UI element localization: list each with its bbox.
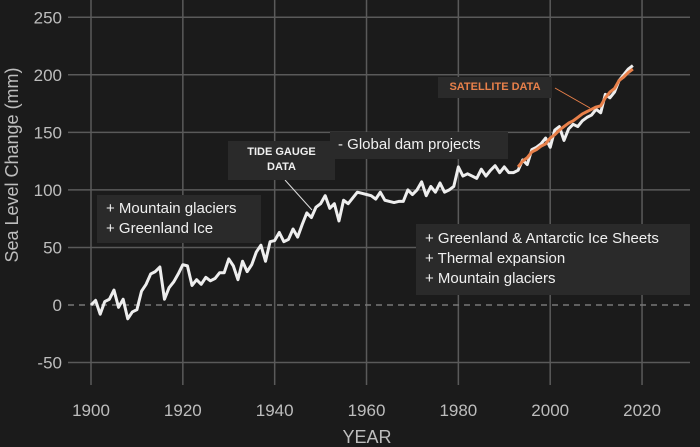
y-tick-label: 100 bbox=[34, 181, 62, 200]
satellite-line bbox=[516, 67, 634, 168]
y-tick-label: 200 bbox=[34, 66, 62, 85]
x-tick-label: 1960 bbox=[348, 401, 386, 420]
grid bbox=[68, 0, 690, 385]
tide-pointer-line bbox=[284, 179, 313, 211]
y-tick-label: 250 bbox=[34, 8, 62, 27]
recent-item: + Mountain glaciers bbox=[425, 270, 556, 287]
early-item: + Greenland Ice bbox=[106, 220, 214, 237]
y-tick-label: 150 bbox=[34, 123, 62, 142]
y-tick-label: -50 bbox=[37, 354, 62, 373]
satellite-pointer-line bbox=[554, 87, 591, 109]
tick-labels: -50 0 50 100 150 200 250 1900 1920 1940 1960 1980 20… bbox=[34, 8, 661, 420]
tide-gauge-label: TIDE GAUGE DATA bbox=[228, 141, 335, 180]
recent-contributors-label: + Greenland & Antarctic Ice Sheets + The… bbox=[416, 224, 690, 295]
y-tick-label: 0 bbox=[53, 296, 62, 315]
y-axis-title: Sea Level Change (mm) bbox=[2, 67, 22, 262]
tide-gauge-line bbox=[89, 64, 634, 321]
x-tick-label: 1980 bbox=[439, 401, 477, 420]
x-tick-label: 1940 bbox=[256, 401, 294, 420]
early-contributors-label: + Mountain glaciers + Greenland Ice bbox=[97, 195, 261, 243]
y-tick-label: 50 bbox=[43, 238, 62, 257]
early-item: + Mountain glaciers bbox=[106, 200, 237, 217]
x-tick-label: 1920 bbox=[164, 401, 202, 420]
x-tick-label: 2020 bbox=[623, 401, 661, 420]
recent-item: + Greenland & Antarctic Ice Sheets bbox=[425, 230, 659, 247]
x-axis-title: YEAR bbox=[342, 427, 391, 447]
x-tick-label: 2000 bbox=[531, 401, 569, 420]
tide-label-line: TIDE GAUGE bbox=[247, 146, 316, 158]
recent-item: + Thermal expansion bbox=[425, 250, 566, 267]
dam-projects-label: - Global dam projects bbox=[330, 132, 508, 159]
satellite-label: SATELLITE DATA bbox=[438, 77, 552, 98]
tide-label-line: DATA bbox=[267, 161, 296, 173]
x-tick-label: 1900 bbox=[72, 401, 110, 420]
